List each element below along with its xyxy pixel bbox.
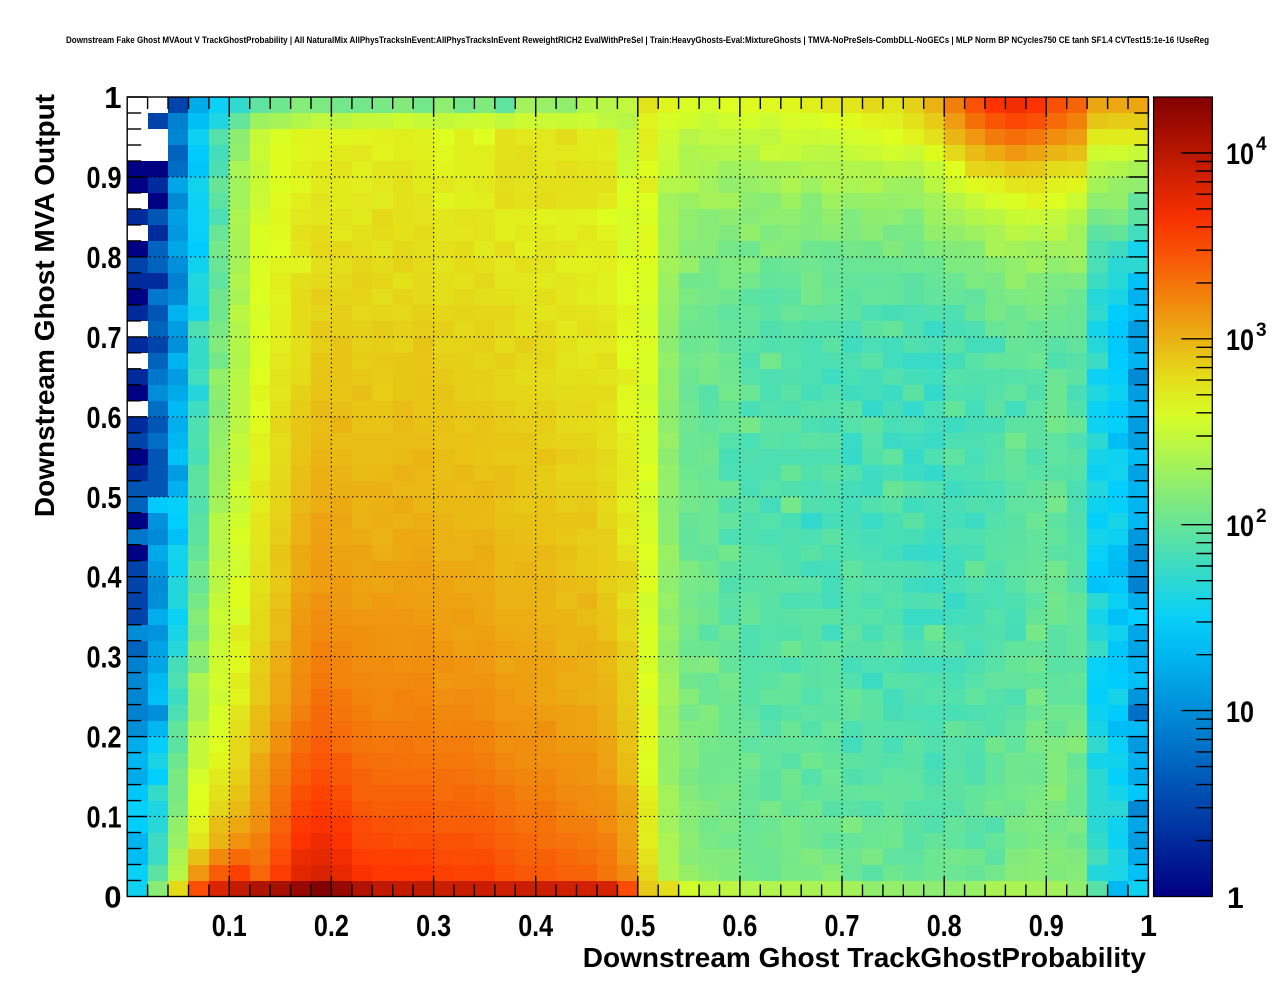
- svg-text:0.3: 0.3: [416, 908, 451, 943]
- svg-text:0.4: 0.4: [518, 908, 554, 943]
- svg-text:10: 10: [1226, 510, 1254, 543]
- svg-text:Downstream Fake Ghost MVAout V: Downstream Fake Ghost MVAout V TrackGhos…: [66, 35, 1209, 45]
- svg-text:0.2: 0.2: [314, 908, 349, 943]
- svg-text:0.1: 0.1: [212, 908, 247, 943]
- svg-text:0.9: 0.9: [1029, 908, 1064, 943]
- svg-text:0.5: 0.5: [87, 480, 122, 515]
- svg-text:0: 0: [104, 880, 121, 915]
- svg-text:2: 2: [1256, 506, 1267, 527]
- svg-text:1: 1: [1227, 882, 1244, 915]
- svg-text:3: 3: [1256, 320, 1267, 341]
- svg-text:1: 1: [104, 80, 121, 115]
- svg-text:0.9: 0.9: [87, 160, 122, 195]
- svg-text:4: 4: [1256, 134, 1267, 155]
- svg-text:1: 1: [1140, 908, 1157, 943]
- svg-text:10: 10: [1226, 696, 1254, 729]
- svg-text:Downstream Ghost MVA Output: Downstream Ghost MVA Output: [29, 94, 60, 517]
- svg-text:0.4: 0.4: [87, 560, 123, 595]
- svg-text:0.5: 0.5: [620, 908, 655, 943]
- svg-text:0.8: 0.8: [927, 908, 962, 943]
- svg-text:0.6: 0.6: [87, 400, 122, 435]
- svg-text:10: 10: [1226, 138, 1254, 171]
- svg-text:0.7: 0.7: [87, 320, 122, 355]
- svg-text:0.8: 0.8: [87, 240, 122, 275]
- svg-text:Downstream Ghost TrackGhostPro: Downstream Ghost TrackGhostProbability: [583, 942, 1147, 973]
- svg-text:0.3: 0.3: [87, 640, 122, 675]
- svg-text:0.7: 0.7: [825, 908, 860, 943]
- svg-text:0.1: 0.1: [87, 800, 122, 835]
- svg-text:0.6: 0.6: [722, 908, 757, 943]
- svg-text:10: 10: [1226, 324, 1254, 357]
- svg-text:0.2: 0.2: [87, 720, 122, 755]
